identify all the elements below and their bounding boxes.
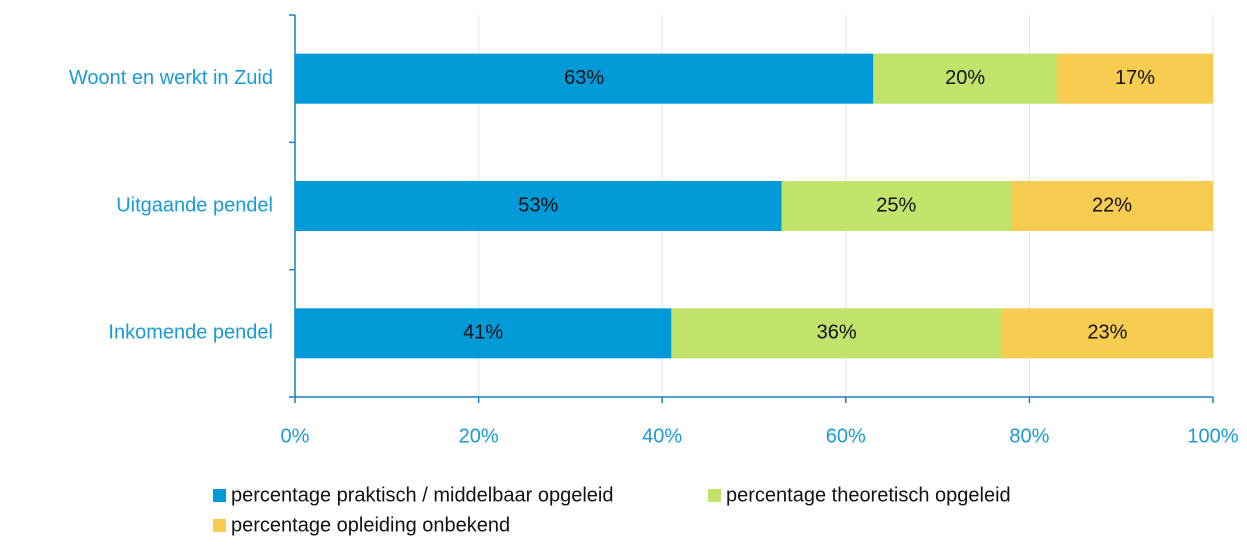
- legend-label: percentage praktisch / middelbaar opgele…: [231, 484, 613, 506]
- y-tick-label: Inkomende pendel: [108, 322, 273, 344]
- bar-segment: [1001, 308, 1213, 359]
- bar-segment: [295, 308, 672, 359]
- bar-segment: [781, 181, 1012, 231]
- legend-swatch: [213, 489, 226, 502]
- bar-segment: [1056, 53, 1213, 104]
- x-tick-label: 80%: [1009, 425, 1049, 447]
- y-tick-label: Woont en werkt in Zuid: [69, 67, 273, 89]
- data-label: 25%: [876, 194, 916, 216]
- legend-swatch: [213, 519, 226, 532]
- data-label: 63%: [564, 67, 604, 89]
- x-tick-label: 40%: [642, 425, 682, 447]
- bar-segment: [873, 53, 1057, 104]
- legend-label: percentage theoretisch opgeleid: [726, 484, 1011, 506]
- data-label: 53%: [518, 194, 558, 216]
- bar-segment: [295, 53, 874, 104]
- data-label: 20%: [945, 67, 985, 89]
- data-label: 36%: [817, 322, 857, 344]
- x-tick-label: 0%: [281, 425, 310, 447]
- legend-swatch: [708, 489, 721, 502]
- data-label: 22%: [1092, 194, 1132, 216]
- bar-segment: [295, 181, 782, 231]
- data-label: 17%: [1115, 67, 1155, 89]
- x-tick-label: 20%: [459, 425, 499, 447]
- data-label: 41%: [463, 322, 503, 344]
- y-tick-label: Uitgaande pendel: [116, 194, 273, 216]
- x-tick-label: 60%: [826, 425, 866, 447]
- legend-label: percentage opleiding onbekend: [231, 514, 510, 536]
- x-tick-label: 100%: [1187, 425, 1238, 447]
- bar-segment: [1011, 181, 1213, 231]
- bar-segment: [671, 308, 1002, 359]
- data-label: 23%: [1087, 322, 1127, 344]
